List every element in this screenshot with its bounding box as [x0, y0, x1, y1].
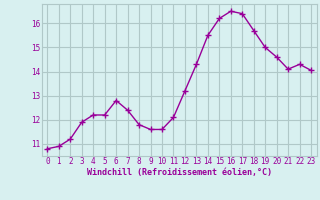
- X-axis label: Windchill (Refroidissement éolien,°C): Windchill (Refroidissement éolien,°C): [87, 168, 272, 177]
